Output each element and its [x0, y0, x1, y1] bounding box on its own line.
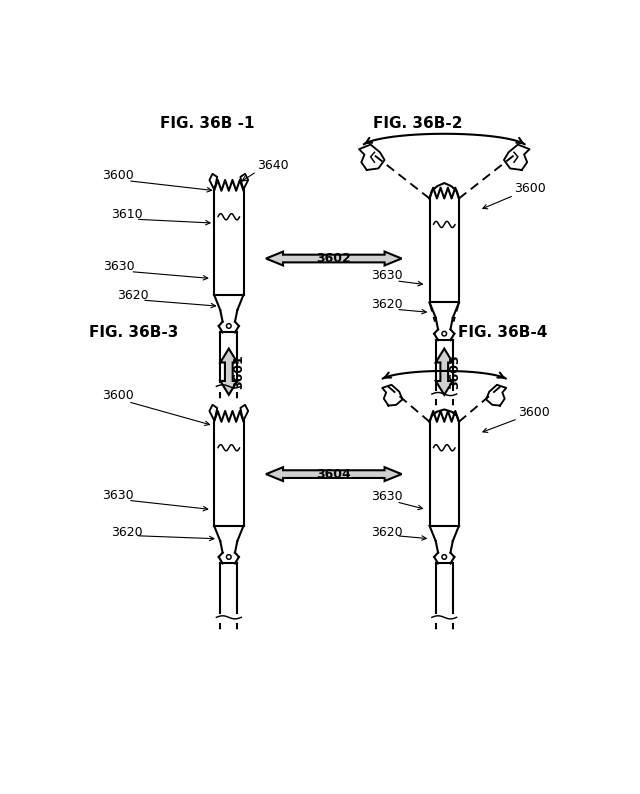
Polygon shape: [436, 349, 452, 395]
Text: 3604: 3604: [316, 468, 351, 480]
Text: 3630: 3630: [371, 491, 403, 503]
Polygon shape: [266, 467, 402, 481]
Text: 3600: 3600: [518, 406, 550, 418]
Text: 3630: 3630: [102, 489, 133, 502]
Text: 3602: 3602: [316, 252, 351, 265]
Text: 3640: 3640: [257, 160, 289, 172]
Text: 3620: 3620: [371, 298, 403, 310]
Text: 3603: 3603: [448, 354, 461, 389]
Text: FIG. 36B-2: FIG. 36B-2: [373, 116, 463, 131]
Text: FIG. 36B -1: FIG. 36B -1: [160, 116, 254, 131]
Text: 3620: 3620: [371, 526, 403, 538]
Text: 3620: 3620: [111, 526, 143, 538]
Text: 3610: 3610: [111, 208, 143, 221]
Text: 3630: 3630: [103, 260, 135, 273]
Polygon shape: [266, 252, 402, 265]
Text: FIG. 36B-4: FIG. 36B-4: [458, 325, 548, 340]
Text: 3601: 3601: [233, 354, 246, 389]
Text: 3630: 3630: [371, 269, 403, 283]
Text: 3620: 3620: [117, 288, 149, 302]
Text: 3600: 3600: [102, 388, 134, 402]
Text: 3600: 3600: [514, 183, 546, 195]
Polygon shape: [220, 349, 237, 395]
Text: 3600: 3600: [102, 169, 134, 182]
Text: FIG. 36B-3: FIG. 36B-3: [90, 325, 179, 340]
